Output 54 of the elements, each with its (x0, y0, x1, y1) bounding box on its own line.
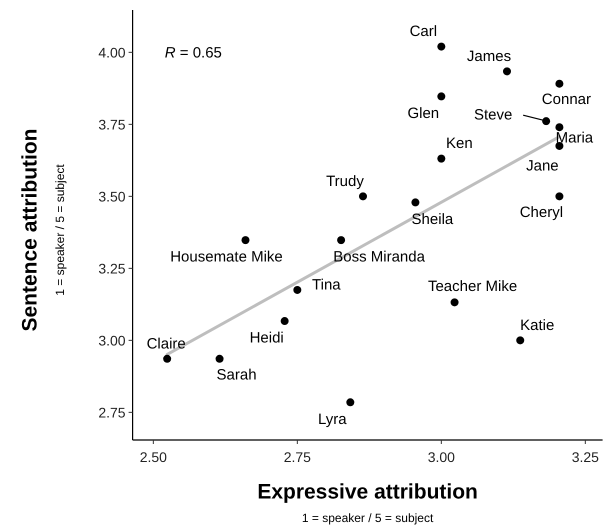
point (450, 298, 459, 306)
text: 1 = speaker / 5 = subject (302, 511, 434, 525)
annotation: Boss Miranda (333, 248, 426, 266)
point (437, 42, 446, 51)
point (555, 192, 564, 200)
annotation: Sarah (216, 366, 257, 384)
x-tick-label: 3.00 (428, 449, 456, 465)
y-tick-label: 4.00 (98, 44, 126, 60)
point (358, 192, 367, 200)
point (293, 286, 302, 294)
y-tick-label: 3.50 (98, 188, 126, 204)
y-tick-label: 2.75 (98, 404, 126, 420)
annotation: R = 0.65 (164, 44, 222, 61)
x-tick-label: 2.75 (284, 449, 312, 465)
y-tick-label: 3.25 (98, 260, 126, 276)
annotation: Teacher Mike (428, 278, 518, 295)
text: 1 = speaker / 5 = subject (53, 164, 67, 296)
annotation: Tina (312, 276, 342, 294)
annotation: Housemate Mike (170, 248, 283, 266)
point (280, 317, 289, 326)
point (502, 67, 511, 76)
annotation: Sheila (412, 210, 454, 228)
y-axis-title: Sentence attribution (18, 128, 42, 332)
point (163, 354, 172, 363)
y-tick-label: 3.75 (98, 116, 126, 132)
annotation: Ken (446, 135, 473, 152)
point (516, 336, 524, 344)
annotation: Carl (410, 23, 438, 40)
point (555, 123, 564, 132)
annotation: Heidi (250, 330, 284, 347)
annotation: Glen (407, 104, 440, 122)
annotation: Katie (520, 316, 554, 334)
point (241, 236, 250, 244)
x-axis-title: Expressive attribution (257, 480, 478, 504)
y-tick-label: 3.00 (98, 332, 126, 348)
annotation: Maria (556, 130, 594, 147)
point (337, 236, 346, 244)
point (411, 198, 420, 206)
annotation: Trudy (326, 172, 364, 190)
point (437, 92, 446, 100)
annotation: Connar (542, 91, 592, 108)
annotation: Lyra (318, 410, 348, 428)
annotation: Claire (146, 335, 186, 352)
annotation: Jane (526, 157, 559, 174)
annotation: Cheryl (520, 204, 564, 221)
x-tick-label: 3.25 (572, 449, 600, 465)
point (216, 354, 224, 363)
x-tick-label: 2.50 (140, 449, 168, 465)
annotation: James (466, 48, 512, 65)
point (542, 117, 550, 126)
point (346, 398, 354, 406)
point (555, 80, 564, 88)
point (437, 154, 446, 163)
annotation: Steve (474, 106, 512, 124)
